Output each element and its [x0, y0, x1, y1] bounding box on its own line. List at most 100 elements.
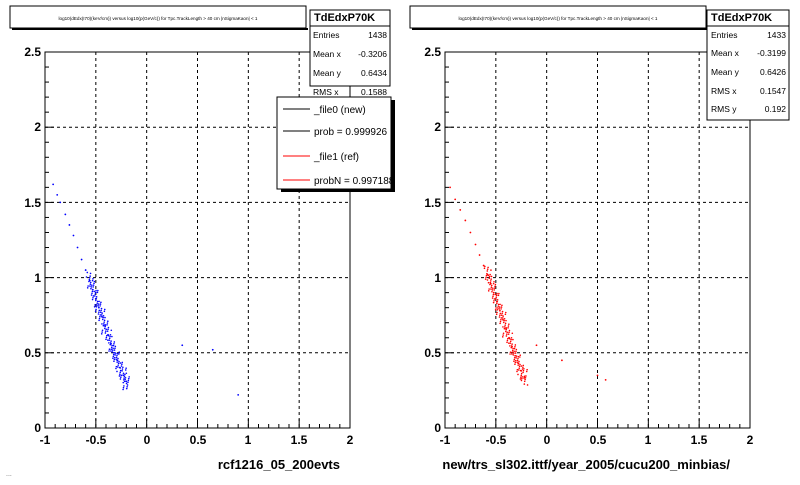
- data-point: [513, 358, 516, 361]
- data-point: [503, 326, 506, 328]
- data-point: [125, 367, 127, 369]
- data-point: [508, 337, 511, 340]
- data-point: [508, 329, 511, 332]
- data-point: [486, 268, 489, 270]
- data-point: [517, 357, 519, 360]
- data-point: [112, 353, 115, 356]
- data-point: [488, 277, 491, 280]
- data-point: [123, 385, 125, 387]
- data-point: [116, 366, 119, 368]
- data-point: [507, 337, 509, 340]
- y-tick-label: 2: [434, 120, 441, 134]
- data-point: [92, 295, 95, 297]
- data-point: [108, 339, 111, 341]
- x-tick-label: 1.5: [291, 433, 308, 447]
- data-point: [487, 281, 490, 284]
- data-point: [507, 325, 510, 327]
- data-point: [111, 351, 114, 353]
- data-point: [517, 362, 520, 365]
- data-point: [121, 370, 123, 372]
- data-point: [519, 354, 522, 357]
- data-point: [493, 298, 496, 300]
- data-point: [124, 376, 127, 379]
- data-point: [101, 315, 103, 318]
- data-point: [107, 326, 110, 329]
- data-point: [59, 201, 62, 204]
- data-point: [496, 311, 498, 314]
- data-point: [490, 275, 493, 278]
- ticks: [444, 51, 751, 429]
- data-point: [85, 276, 88, 278]
- data-point: [97, 303, 100, 305]
- data-point: [116, 370, 118, 373]
- x-axis-label: rcf1216_05_200evts: [218, 457, 340, 472]
- data-point: [114, 352, 117, 354]
- x-axis-label: new/trs_sl302.ittf/year_2005/cucu200_min…: [442, 457, 730, 472]
- data-point: [487, 274, 490, 277]
- data-point: [511, 353, 513, 355]
- data-point: [519, 369, 522, 372]
- data-point: [464, 219, 467, 222]
- data-point: [495, 313, 498, 316]
- data-points: [52, 183, 240, 396]
- data-point: [110, 340, 112, 342]
- data-point: [122, 372, 125, 375]
- data-point: [500, 314, 503, 317]
- x-tick-label: 2: [347, 433, 354, 447]
- panel-right: log10(dEdx(I70)(keV/cm)) versus log10(p(…: [409, 5, 790, 472]
- data-point: [511, 332, 514, 335]
- data-point: [113, 349, 116, 351]
- data-point: [92, 296, 94, 299]
- data-point: [94, 310, 97, 313]
- data-point: [91, 279, 94, 282]
- data-point: [56, 193, 59, 196]
- ticks: [44, 51, 351, 429]
- data-point: [523, 375, 526, 378]
- data-point: [492, 291, 495, 294]
- data-point: [519, 363, 521, 366]
- data-point: [526, 368, 528, 371]
- data-point: [102, 316, 104, 319]
- data-point: [121, 361, 124, 364]
- stats-label: Mean x: [711, 48, 740, 58]
- data-point: [493, 299, 495, 302]
- data-point: [496, 300, 499, 303]
- data-point: [504, 313, 507, 316]
- data-point: [504, 322, 507, 325]
- data-point: [104, 332, 107, 334]
- data-point: [84, 269, 87, 271]
- data-point: [523, 380, 526, 383]
- data-point: [101, 318, 104, 321]
- data-point: [499, 314, 501, 317]
- data-point: [89, 281, 92, 284]
- data-point: [596, 374, 599, 377]
- data-point: [516, 361, 518, 363]
- data-point: [503, 318, 506, 320]
- data-point: [490, 284, 493, 287]
- data-point: [68, 224, 71, 226]
- data-point: [498, 306, 501, 308]
- data-point: [454, 198, 457, 201]
- data-point: [502, 332, 505, 335]
- data-point: [496, 308, 499, 311]
- data-point: [181, 344, 184, 347]
- data-point: [514, 345, 516, 348]
- data-point: [514, 352, 517, 354]
- data-point: [520, 365, 523, 367]
- data-point: [499, 312, 502, 315]
- data-point: [494, 308, 497, 311]
- data-point: [506, 331, 509, 334]
- data-point: [501, 336, 504, 338]
- data-point: [507, 327, 509, 329]
- data-point: [99, 311, 102, 313]
- data-point: [482, 264, 485, 267]
- data-point: [97, 306, 100, 309]
- data-point: [505, 335, 508, 337]
- data-point: [492, 282, 495, 285]
- data-point: [498, 308, 501, 310]
- data-point: [106, 330, 109, 332]
- data-point: [101, 312, 103, 314]
- data-point: [109, 343, 112, 346]
- data-point: [491, 289, 494, 291]
